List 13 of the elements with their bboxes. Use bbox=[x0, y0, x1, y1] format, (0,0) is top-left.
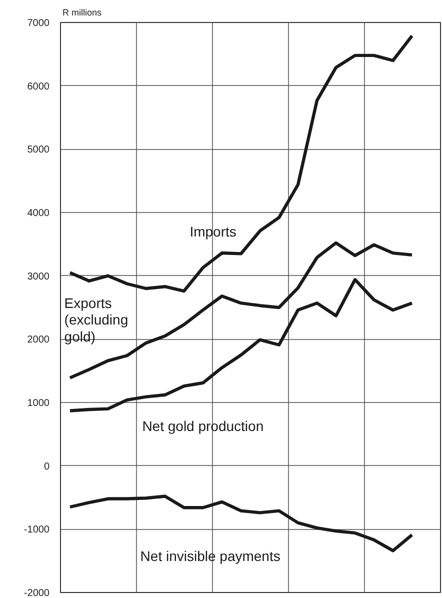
y-tick-label: 1000 bbox=[27, 398, 50, 409]
y-tick-label: -1000 bbox=[24, 524, 50, 536]
line-series bbox=[68, 494, 414, 552]
y-tick-label: 5000 bbox=[27, 144, 50, 156]
y-tick-label: -2000 bbox=[24, 588, 50, 598]
y-tick-label: 7000 bbox=[27, 18, 50, 29]
y-tick-label: 3000 bbox=[27, 271, 50, 282]
y-axis-title: R millions bbox=[62, 8, 102, 18]
line-series bbox=[68, 34, 414, 293]
y-tick-label: 0 bbox=[44, 461, 50, 472]
y-tick-label: 4000 bbox=[27, 208, 50, 219]
y-tick-label: 6000 bbox=[27, 81, 50, 92]
y-tick-label: 2000 bbox=[27, 334, 50, 346]
